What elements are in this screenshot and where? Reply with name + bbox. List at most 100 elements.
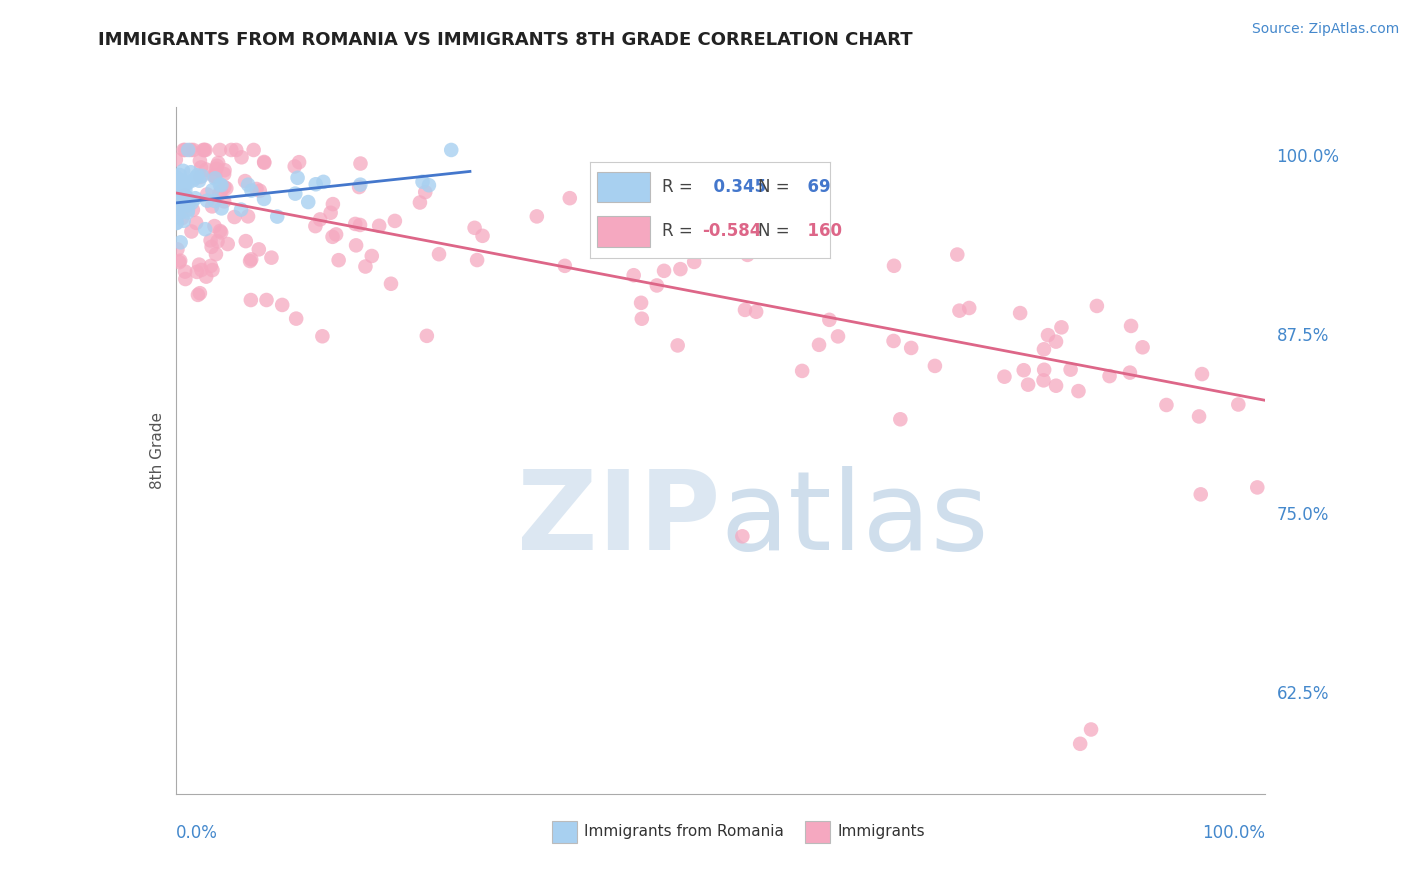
Point bbox=[205, 247, 228, 261]
Point bbox=[173, 143, 195, 157]
Point bbox=[169, 184, 191, 198]
Point bbox=[1189, 487, 1212, 501]
Point bbox=[731, 529, 754, 543]
Text: 0.0%: 0.0% bbox=[176, 824, 218, 842]
Point bbox=[284, 160, 307, 174]
Point bbox=[190, 263, 212, 277]
Point bbox=[287, 170, 309, 185]
Point bbox=[170, 191, 193, 205]
Point bbox=[167, 174, 190, 188]
Text: 69: 69 bbox=[796, 178, 831, 196]
Point bbox=[177, 193, 200, 207]
Point bbox=[1227, 397, 1250, 411]
Point bbox=[311, 329, 333, 343]
Point bbox=[180, 143, 202, 157]
Point bbox=[174, 183, 197, 197]
Point bbox=[201, 263, 224, 277]
Point bbox=[924, 359, 946, 373]
Point bbox=[209, 184, 232, 198]
Point bbox=[284, 186, 307, 201]
Point bbox=[235, 234, 257, 248]
Point bbox=[181, 202, 204, 217]
Point bbox=[194, 222, 217, 236]
Point bbox=[174, 176, 197, 190]
Point bbox=[188, 258, 211, 272]
Point bbox=[993, 369, 1015, 384]
Point bbox=[204, 171, 226, 186]
Point bbox=[176, 205, 198, 219]
Point bbox=[344, 217, 367, 231]
Point bbox=[256, 293, 278, 307]
Point bbox=[166, 206, 188, 220]
Point bbox=[212, 194, 235, 209]
Point bbox=[1033, 363, 1056, 377]
Point bbox=[221, 143, 243, 157]
Point bbox=[186, 265, 208, 279]
Point bbox=[1069, 737, 1091, 751]
Point bbox=[193, 143, 215, 157]
Point bbox=[745, 305, 768, 319]
Point bbox=[427, 247, 450, 261]
Point bbox=[239, 293, 262, 307]
Point bbox=[180, 195, 202, 210]
Point bbox=[236, 178, 259, 192]
Point bbox=[180, 165, 202, 179]
Point bbox=[186, 169, 208, 183]
Point bbox=[755, 241, 778, 255]
Point bbox=[1085, 299, 1108, 313]
Point bbox=[260, 251, 283, 265]
Point bbox=[249, 184, 271, 198]
Point bbox=[169, 186, 191, 200]
Point bbox=[209, 224, 232, 238]
Point bbox=[900, 341, 922, 355]
Point bbox=[285, 311, 308, 326]
Point bbox=[174, 143, 197, 157]
Point bbox=[195, 269, 218, 284]
Point bbox=[253, 155, 276, 169]
Point bbox=[167, 177, 190, 191]
Point bbox=[526, 210, 548, 224]
Point bbox=[174, 196, 197, 211]
Point bbox=[247, 243, 270, 257]
Point bbox=[558, 191, 581, 205]
Point bbox=[167, 194, 190, 209]
Point bbox=[409, 195, 432, 210]
Point bbox=[1098, 369, 1121, 384]
Point bbox=[240, 184, 263, 198]
Point bbox=[236, 210, 259, 224]
Point bbox=[271, 298, 294, 312]
Point bbox=[304, 219, 326, 234]
Point bbox=[763, 227, 786, 241]
Point bbox=[166, 194, 188, 208]
Point bbox=[208, 186, 231, 201]
Point bbox=[652, 264, 675, 278]
Point bbox=[312, 175, 335, 189]
Point bbox=[818, 313, 841, 327]
Point bbox=[1080, 723, 1102, 737]
Text: Source: ZipAtlas.com: Source: ZipAtlas.com bbox=[1251, 22, 1399, 37]
Point bbox=[211, 202, 233, 216]
Point bbox=[1156, 398, 1178, 412]
Point bbox=[186, 216, 208, 230]
Point bbox=[239, 254, 262, 268]
Point bbox=[1132, 340, 1154, 354]
Point bbox=[202, 169, 225, 183]
Text: 75.0%: 75.0% bbox=[1277, 506, 1329, 524]
Point bbox=[554, 259, 576, 273]
Point bbox=[214, 163, 236, 178]
Point bbox=[169, 255, 191, 269]
Point bbox=[177, 143, 200, 157]
Point bbox=[176, 176, 198, 190]
Point bbox=[204, 194, 226, 208]
Point bbox=[1191, 367, 1213, 381]
Text: Immigrants: Immigrants bbox=[838, 824, 925, 839]
Point bbox=[380, 277, 402, 291]
Point bbox=[266, 210, 288, 224]
Point bbox=[465, 253, 488, 268]
Point bbox=[734, 302, 756, 317]
Point bbox=[808, 338, 831, 352]
Point bbox=[669, 262, 692, 277]
Point bbox=[883, 259, 905, 273]
Point bbox=[253, 192, 276, 206]
Point bbox=[297, 195, 319, 210]
